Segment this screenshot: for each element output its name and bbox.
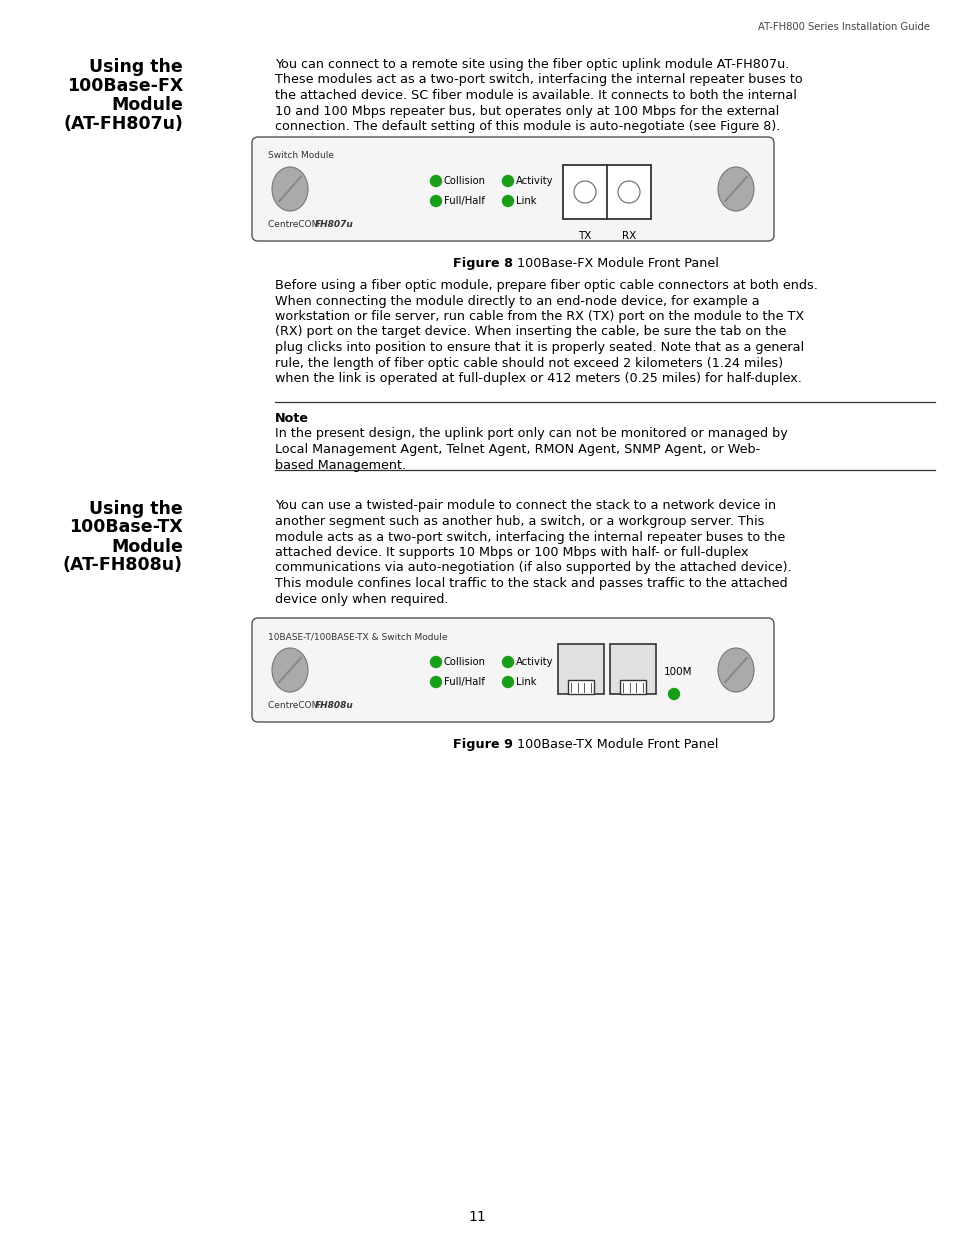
Text: attached device. It supports 10 Mbps or 100 Mbps with half- or full-duplex: attached device. It supports 10 Mbps or … (274, 546, 747, 559)
Text: when the link is operated at full-duplex or 412 meters (0.25 miles) for half-dup: when the link is operated at full-duplex… (274, 372, 801, 385)
Text: communications via auto-negotiation (if also supported by the attached device).: communications via auto-negotiation (if … (274, 562, 791, 574)
Text: In the present design, the uplink port only can not be monitored or managed by: In the present design, the uplink port o… (274, 427, 787, 441)
Text: Note: Note (274, 411, 309, 425)
Text: connection. The default setting of this module is auto-negotiate (see Figure 8).: connection. The default setting of this … (274, 120, 780, 133)
Text: FH807u: FH807u (314, 220, 354, 228)
Ellipse shape (718, 167, 753, 211)
Ellipse shape (272, 648, 308, 692)
Text: These modules act as a two-port switch, interfacing the internal repeater buses : These modules act as a two-port switch, … (274, 74, 801, 86)
Text: TX: TX (578, 231, 591, 241)
Text: Link: Link (516, 196, 536, 206)
Text: the attached device. SC fiber module is available. It connects to both the inter: the attached device. SC fiber module is … (274, 89, 796, 103)
FancyBboxPatch shape (252, 618, 773, 722)
Circle shape (430, 657, 441, 667)
Text: Link: Link (516, 677, 536, 687)
Text: 11: 11 (468, 1210, 485, 1224)
Text: (AT-FH808u): (AT-FH808u) (63, 557, 183, 574)
Text: FH808u: FH808u (314, 701, 354, 710)
Circle shape (618, 182, 639, 203)
Text: 100Base-FX: 100Base-FX (67, 77, 183, 95)
Text: plug clicks into position to ensure that it is properly seated. Note that as a g: plug clicks into position to ensure that… (274, 341, 803, 354)
Text: module acts as a two-port switch, interfacing the internal repeater buses to the: module acts as a two-port switch, interf… (274, 531, 784, 543)
Text: This module confines local traffic to the stack and passes traffic to the attach: This module confines local traffic to th… (274, 577, 787, 590)
Text: Local Management Agent, Telnet Agent, RMON Agent, SNMP Agent, or Web-: Local Management Agent, Telnet Agent, RM… (274, 443, 760, 456)
Text: Figure 8: Figure 8 (453, 257, 513, 270)
Text: rule, the length of fiber optic cable should not exceed 2 kilometers (1.24 miles: rule, the length of fiber optic cable sh… (274, 357, 782, 369)
Text: 100M: 100M (663, 667, 692, 677)
Circle shape (502, 657, 513, 667)
Text: Full/Half: Full/Half (443, 677, 484, 687)
Circle shape (430, 677, 441, 688)
Circle shape (502, 175, 513, 186)
Text: Activity: Activity (516, 177, 553, 186)
Text: Collision: Collision (443, 177, 485, 186)
Text: RX: RX (621, 231, 636, 241)
Circle shape (668, 688, 679, 699)
Text: You can use a twisted-pair module to connect the stack to a network device in: You can use a twisted-pair module to con… (274, 499, 776, 513)
Text: another segment such as another hub, a switch, or a workgroup server. This: another segment such as another hub, a s… (274, 515, 763, 529)
Text: CentreCOM: CentreCOM (268, 220, 322, 228)
Text: 100Base-FX Module Front Panel: 100Base-FX Module Front Panel (513, 257, 719, 270)
Text: Figure 9: Figure 9 (453, 739, 513, 751)
Text: (AT-FH807u): (AT-FH807u) (63, 115, 183, 133)
Text: 10BASE-T/100BASE-TX & Switch Module: 10BASE-T/100BASE-TX & Switch Module (268, 632, 447, 641)
Bar (609, 643, 656, 694)
Text: Full/Half: Full/Half (443, 196, 484, 206)
Circle shape (502, 195, 513, 206)
Circle shape (430, 175, 441, 186)
Text: Module: Module (111, 537, 183, 556)
Circle shape (574, 182, 596, 203)
Ellipse shape (272, 167, 308, 211)
Text: Using the: Using the (90, 58, 183, 77)
Text: Before using a fiber optic module, prepare fiber optic cable connectors at both : Before using a fiber optic module, prepa… (274, 279, 817, 291)
Circle shape (430, 195, 441, 206)
Circle shape (502, 677, 513, 688)
Text: workstation or file server, run cable from the RX (TX) port on the module to the: workstation or file server, run cable fr… (274, 310, 803, 324)
Text: 10 and 100 Mbps repeater bus, but operates only at 100 Mbps for the external: 10 and 100 Mbps repeater bus, but operat… (274, 105, 779, 117)
Text: Module: Module (111, 96, 183, 114)
Text: CentreCOM: CentreCOM (268, 701, 322, 710)
Text: You can connect to a remote site using the fiber optic uplink module AT-FH807u.: You can connect to a remote site using t… (274, 58, 788, 70)
Ellipse shape (718, 648, 753, 692)
Bar (562, 165, 650, 219)
Text: AT-FH800 Series Installation Guide: AT-FH800 Series Installation Guide (758, 22, 929, 32)
Bar (558, 643, 603, 694)
Text: Switch Module: Switch Module (268, 151, 334, 161)
Text: Using the: Using the (90, 499, 183, 517)
Text: based Management.: based Management. (274, 458, 406, 472)
Text: When connecting the module directly to an end-node device, for example a: When connecting the module directly to a… (274, 294, 759, 308)
Text: 100Base-TX Module Front Panel: 100Base-TX Module Front Panel (513, 739, 718, 751)
Text: (RX) port on the target device. When inserting the cable, be sure the tab on the: (RX) port on the target device. When ins… (274, 326, 785, 338)
Bar (567, 680, 594, 694)
FancyBboxPatch shape (252, 137, 773, 241)
Text: device only when required.: device only when required. (274, 593, 448, 605)
Text: Collision: Collision (443, 657, 485, 667)
Text: 100Base-TX: 100Base-TX (70, 519, 183, 536)
Text: Activity: Activity (516, 657, 553, 667)
Bar (619, 680, 646, 694)
